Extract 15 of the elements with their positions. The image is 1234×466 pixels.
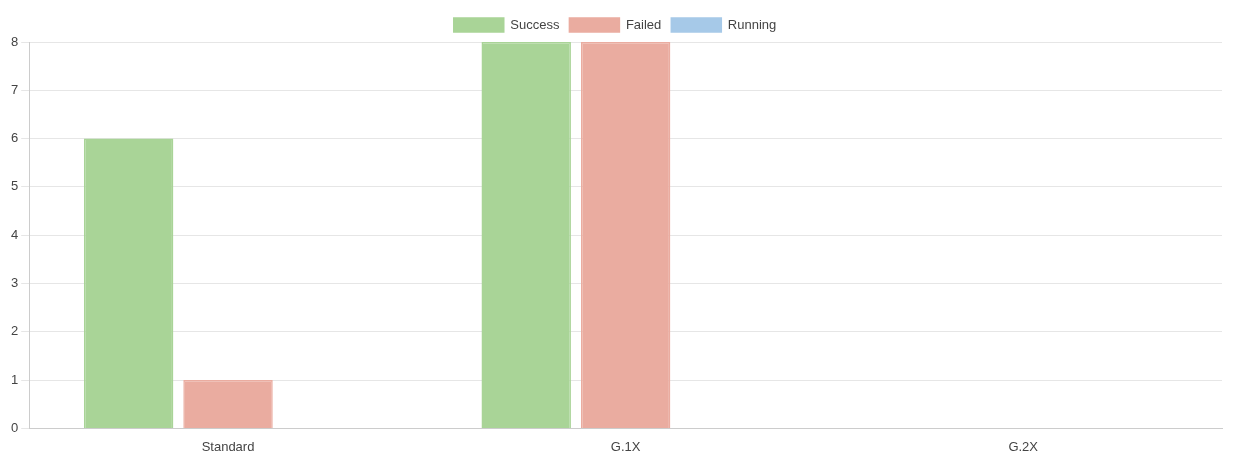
y-tick-label: 8 xyxy=(11,33,19,49)
x-tick-label: G.2X xyxy=(1008,438,1039,454)
y-tick-label: 7 xyxy=(11,81,19,97)
x-tick-label: G.1X xyxy=(610,438,641,454)
x-tick-label: Standard xyxy=(201,438,255,454)
y-tick-label: 1 xyxy=(11,371,19,387)
legend-label: Success xyxy=(510,16,560,32)
y-tick-label: 6 xyxy=(11,130,19,146)
legend-label: Failed xyxy=(625,16,662,32)
y-tick-label: 3 xyxy=(11,275,19,291)
y-tick-label: 5 xyxy=(11,178,19,194)
y-tick-label: 2 xyxy=(11,323,19,339)
y-tick-label: 0 xyxy=(11,419,19,435)
y-tick-label: 4 xyxy=(11,226,19,242)
legend-label: Running xyxy=(727,16,777,32)
